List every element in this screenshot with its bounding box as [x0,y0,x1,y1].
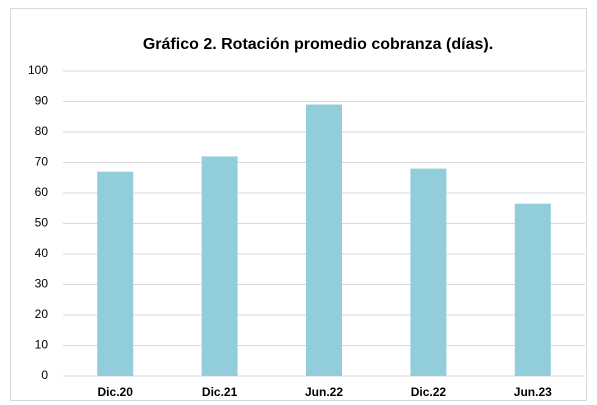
bar [306,104,342,377]
x-tick-label: Dic.20 [98,385,134,399]
y-tick-label: 80 [35,124,49,138]
x-tick-label: Jun.23 [514,385,552,399]
bar [97,171,134,376]
y-tick-label: 20 [35,307,49,321]
x-tick-label: Dic.21 [202,385,238,399]
y-tick-label: 0 [41,368,48,382]
bar [514,203,551,376]
y-tick-label: 60 [35,185,49,199]
y-tick-label: 40 [35,246,49,260]
y-tick-label: 10 [35,338,49,352]
chart-border [10,8,587,401]
y-tick-label: 30 [35,277,49,291]
y-tick-label: 100 [28,63,48,77]
chart-title: Gráfico 2. Rotación promedio cobranza (d… [143,36,493,53]
y-tick-label: 90 [35,94,49,108]
bar [201,156,238,376]
x-tick-label: Dic.22 [411,385,447,399]
y-tick-label: 50 [35,216,49,230]
x-tick-label: Jun.22 [305,385,343,399]
y-tick-label: 70 [35,155,49,169]
bar [410,168,447,376]
